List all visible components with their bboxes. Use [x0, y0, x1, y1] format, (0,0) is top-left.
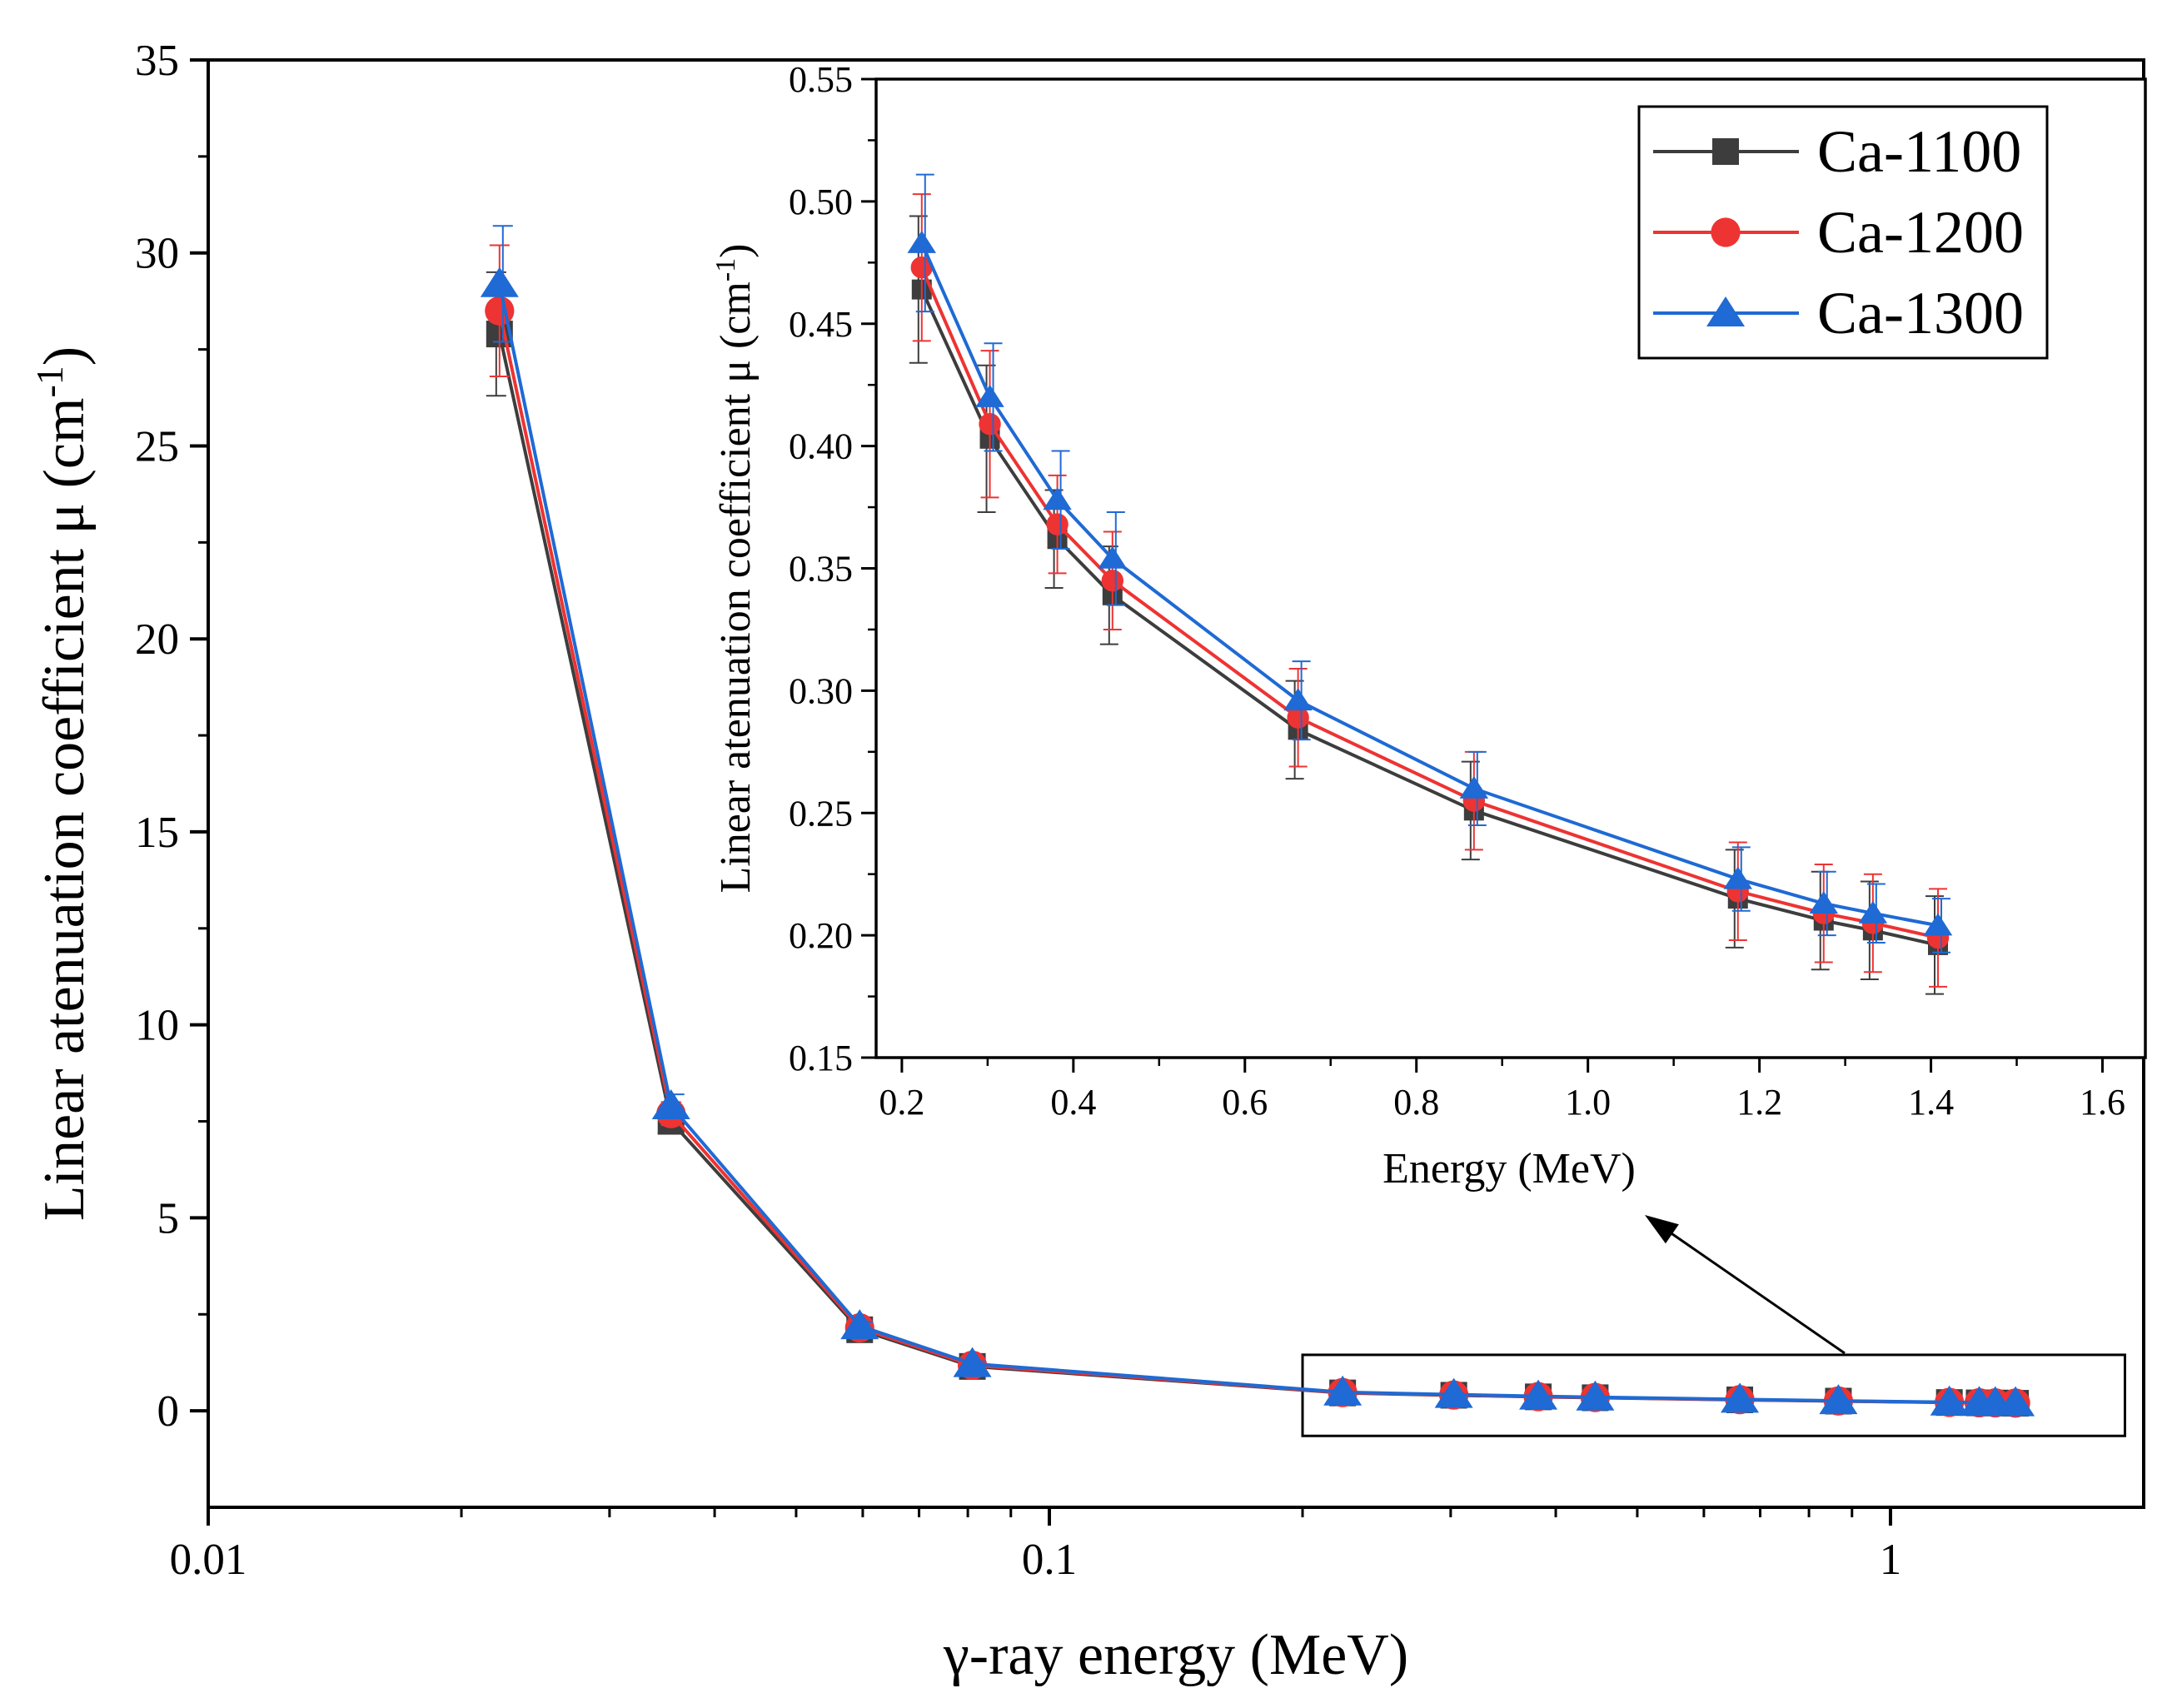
main-y-tick-label: 15 — [135, 809, 179, 857]
circle-marker — [1711, 217, 1741, 247]
triangle-marker — [1576, 1380, 1615, 1411]
inset-y-tick-label: 0.20 — [789, 915, 853, 956]
triangle-marker — [1706, 296, 1745, 326]
zoom-region-box — [1301, 1353, 2127, 1437]
arrow-shaft — [1666, 1228, 1846, 1355]
inset-x-tick-label: 0.2 — [879, 1082, 924, 1123]
triangle-marker — [480, 266, 519, 297]
main-y-tick-label: 5 — [157, 1194, 180, 1242]
square-marker — [1712, 138, 1739, 165]
main-x-axis: 0.01 0.1 1 — [170, 1507, 1902, 1584]
triangle-marker — [907, 230, 937, 253]
legend-label: Ca-1200 — [1817, 199, 2024, 266]
inset-x-axis-title: Energy (MeV) — [1382, 1145, 1636, 1193]
inset-series-line — [919, 288, 1939, 947]
inset-y-axis-title-superscript: -1 — [710, 258, 741, 281]
main-y-tick-label: 25 — [135, 422, 179, 471]
inset-x-tick-label: 1.2 — [1736, 1082, 1782, 1123]
circle-marker — [910, 256, 933, 279]
main-y-tick-label: 30 — [135, 230, 179, 278]
triangle-marker — [651, 1088, 690, 1119]
legend-entry: Ca-1200 — [1653, 199, 2024, 266]
zoom-arrow — [1645, 1215, 1846, 1355]
inset-y-tick-label: 0.15 — [789, 1038, 853, 1078]
inset-y-tick-label: 0.45 — [789, 304, 853, 345]
main-y-axis-title-superscript: -1 — [28, 366, 71, 397]
main-y-tick-label: 20 — [135, 615, 179, 664]
inset-series-line — [919, 266, 1939, 940]
inset-x-tick-label: 1.0 — [1565, 1082, 1611, 1123]
triangle-marker — [975, 384, 1004, 407]
main-y-axis-title-close: ) — [32, 346, 97, 366]
legend-entry: Ca-1100 — [1653, 118, 2021, 185]
triangle-marker — [1434, 1377, 1473, 1408]
main-y-tick-label: 0 — [157, 1387, 180, 1436]
inset-y-tick-label: 0.40 — [789, 426, 853, 467]
legend: Ca-1100 Ca-1200 Ca-1300 — [1637, 105, 2049, 360]
triangle-marker — [1819, 1384, 1858, 1415]
circle-marker — [1101, 569, 1123, 592]
inset-y-axis-title-close: ) — [712, 243, 760, 257]
inset-y-tick-label: 0.55 — [789, 59, 853, 100]
main-x-axis-title: γ-ray energy (MeV) — [943, 1623, 1408, 1687]
inset-x-tick-label: 0.6 — [1222, 1082, 1268, 1123]
triangle-marker — [1459, 775, 1489, 799]
inset-x-tick-label: 0.8 — [1393, 1082, 1439, 1123]
main-series-group — [480, 225, 2035, 1418]
inset-y-axis-title: Linear atenuation coefficient μ (cm-1) — [710, 243, 760, 893]
triangle-marker — [1858, 900, 1888, 924]
triangle-marker — [840, 1309, 879, 1340]
arrow-head — [1645, 1215, 1679, 1244]
inset-series-ca-1300 — [907, 173, 1953, 954]
inset-y-tick-label: 0.30 — [789, 670, 853, 711]
inset-series-line — [919, 242, 1939, 928]
triangle-marker — [1996, 1386, 2035, 1417]
legend-label: Ca-1300 — [1817, 280, 2024, 346]
triangle-marker — [1809, 890, 1838, 914]
triangle-marker — [1519, 1379, 1558, 1410]
triangle-marker — [953, 1347, 992, 1377]
inset-x-tick-label: 0.4 — [1050, 1082, 1096, 1123]
main-y-axis-title: Linear atenuation coefficient μ (cm-1) — [28, 346, 97, 1221]
triangle-marker — [1283, 688, 1313, 711]
circle-marker — [1046, 513, 1069, 535]
main-x-tick-label: 1 — [1880, 1536, 1902, 1584]
main-x-tick-label: 0.01 — [170, 1536, 247, 1584]
circle-marker — [1287, 706, 1309, 729]
circle-marker — [979, 412, 1001, 436]
triangle-marker — [1930, 1385, 1969, 1416]
triangle-marker — [1721, 1382, 1760, 1413]
main-y-axis-title-text: Linear atenuation coefficient μ (cm — [32, 398, 97, 1222]
zoom-region-rect — [1301, 1353, 2127, 1437]
inset-y-tick-label: 0.35 — [789, 549, 853, 590]
inset-x-tick-label: 1.4 — [1908, 1082, 1954, 1123]
main-plot: 0.01 0.1 1 0 5 10 15 20 25 30 35 γ-ray energy (Me… — [28, 37, 2145, 1687]
triangle-marker — [1923, 913, 1953, 936]
inset-x-axis: 0.2 0.4 0.6 0.8 1.0 1.2 1.4 1.6 — [879, 1058, 2125, 1123]
main-series-ca-1300 — [480, 225, 2035, 1417]
circle-marker — [485, 296, 515, 326]
inset-y-tick-label: 0.50 — [789, 182, 853, 222]
triangle-marker — [1098, 545, 1128, 569]
main-y-tick-label: 35 — [135, 37, 179, 85]
inset-y-tick-label: 0.25 — [789, 793, 853, 834]
legend-label: Ca-1100 — [1817, 118, 2021, 185]
triangle-marker — [1723, 866, 1753, 889]
triangle-marker — [1043, 487, 1072, 510]
inset-y-axis-title-text: Linear atenuation coefficient μ (cm — [712, 281, 760, 893]
triangle-marker — [1323, 1375, 1362, 1406]
legend-entry: Ca-1300 — [1653, 280, 2024, 346]
inset-y-axis: 0.15 0.20 0.25 0.30 0.35 0.40 0.45 0.50 0.55 — [789, 59, 876, 1078]
main-y-tick-label: 10 — [135, 1002, 179, 1050]
inset-x-tick-label: 1.6 — [2080, 1082, 2125, 1123]
main-x-tick-label: 0.1 — [1022, 1536, 1077, 1584]
inset-plot: 0.2 0.4 0.6 0.8 1.0 1.2 1.4 1.6 0.15 0.20 0.25 0.3… — [710, 59, 2147, 1193]
main-y-axis: 0 5 10 15 20 25 30 35 — [135, 37, 208, 1436]
inset-series-group — [907, 173, 1953, 995]
